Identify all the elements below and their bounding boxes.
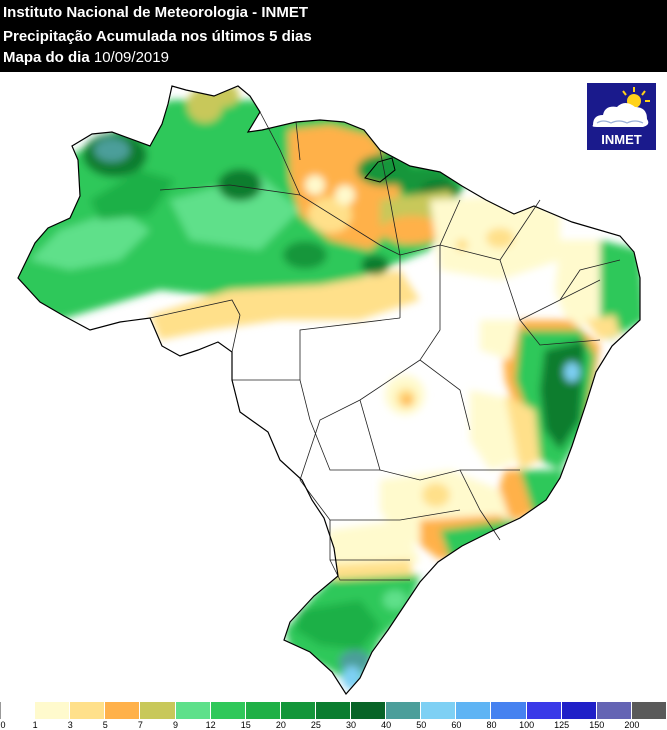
legend-swatch	[315, 702, 352, 719]
legend-tick-label: 150	[589, 720, 605, 730]
legend-swatch	[596, 702, 632, 719]
legend-tick-label: 200	[624, 720, 640, 730]
legend-tick-label: 0	[0, 720, 6, 730]
legend-tick-label: 1	[32, 720, 38, 730]
legend-swatch	[526, 702, 562, 719]
legend-swatch	[35, 702, 71, 719]
legend-tick-label: 80	[486, 720, 497, 730]
legend-swatch	[491, 702, 527, 719]
legend-tick-label: 30	[346, 720, 357, 730]
legend-tick-label: 20	[275, 720, 286, 730]
legend-tick-label: 9	[173, 720, 179, 730]
legend-tick-label: 125	[554, 720, 570, 730]
map-header: Instituto Nacional de Meteorologia - INM…	[0, 0, 667, 72]
legend-tick-label: 5	[102, 720, 108, 730]
legend-swatch	[456, 702, 492, 719]
legend-tick-label: 50	[416, 720, 427, 730]
legend-swatch	[210, 702, 246, 719]
legend-swatch	[105, 702, 141, 719]
state-borders	[149, 111, 621, 581]
legend-swatch	[245, 702, 281, 719]
brazil-outline	[17, 85, 641, 695]
sun-cloud-icon: INMET	[587, 83, 656, 150]
map-subtitle: Precipitação Acumulada nos últimos 5 dia…	[3, 28, 312, 45]
logo-text: INMET	[601, 132, 642, 147]
legend-swatch	[70, 702, 106, 719]
precipitation-field	[18, 86, 640, 694]
map-date-label: Mapa do dia	[3, 49, 90, 66]
marajo-island	[364, 157, 396, 183]
legend-swatch	[140, 702, 176, 719]
legend-tick-label: 3	[67, 720, 73, 730]
legend-swatch	[175, 702, 211, 719]
legend-swatch	[280, 702, 316, 719]
legend-tick-label: 60	[451, 720, 462, 730]
inmet-logo: INMET	[587, 83, 656, 150]
legend-swatch	[631, 702, 667, 719]
institute-title: Instituto Nacional de Meteorologia - INM…	[3, 4, 309, 21]
precipitation-map	[17, 85, 641, 695]
legend-tick-label: 40	[381, 720, 392, 730]
legend-swatch	[0, 702, 36, 719]
legend-swatch	[386, 702, 422, 719]
legend-swatch	[561, 702, 597, 719]
legend-bar: 0 1 3 5 7 9 12 15 20 25 30 40 50 60 80 100 125 150 200	[0, 702, 667, 730]
legend-swatch	[421, 702, 457, 719]
legend-tick-label: 100	[519, 720, 535, 730]
legend-tick-label: 7	[137, 720, 143, 730]
legend-swatch	[351, 702, 387, 719]
legend-tick-label: 12	[205, 720, 216, 730]
map-date-line: Mapa do dia 10/09/2019	[3, 49, 169, 66]
legend-tick-label: 25	[310, 720, 321, 730]
legend-tick-label: 15	[240, 720, 251, 730]
map-date-value: 10/09/2019	[93, 49, 169, 66]
